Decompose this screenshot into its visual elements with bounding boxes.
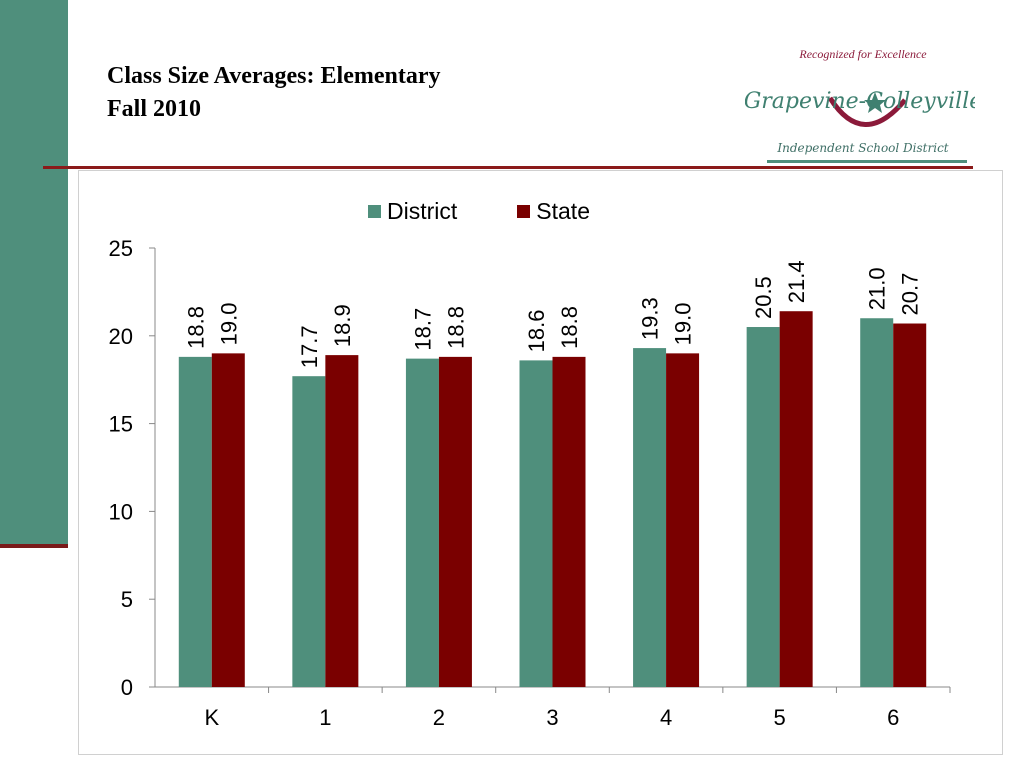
data-label-state: 19.0 <box>671 303 696 346</box>
data-label-district: 20.5 <box>751 276 776 319</box>
logo-tagline: Recognized for Excellence <box>798 47 927 61</box>
y-tick-label: 10 <box>109 499 133 524</box>
legend-item-state: State <box>517 198 590 225</box>
bar-state <box>666 353 700 687</box>
legend-item-district: District <box>368 198 457 225</box>
x-tick-label: 3 <box>546 705 558 730</box>
data-label-district: 18.7 <box>410 308 435 351</box>
side-accent-rule <box>0 544 68 548</box>
data-label-state: 18.8 <box>443 306 468 349</box>
data-label-district: 21.0 <box>865 267 890 310</box>
data-label-state: 18.8 <box>557 306 582 349</box>
data-label-district: 17.7 <box>297 325 322 368</box>
y-tick-label: 20 <box>109 324 133 349</box>
legend-label-district: District <box>387 198 458 224</box>
bar-state <box>779 311 813 687</box>
bar-district <box>405 358 439 687</box>
logo-subtitle: Independent School District <box>776 141 948 155</box>
legend-swatch-district <box>368 205 381 218</box>
logo-swoosh <box>827 96 907 127</box>
side-accent-bar <box>0 0 68 545</box>
logo-swoosh-inner <box>836 99 899 122</box>
data-label-district: 19.3 <box>638 297 663 340</box>
bar-district <box>292 376 326 687</box>
y-tick-label: 15 <box>109 412 133 437</box>
district-logo: Recognized for Excellence Grapevine-Coll… <box>745 47 975 163</box>
bar-state <box>211 353 245 687</box>
y-tick-label: 5 <box>121 587 133 612</box>
data-label-district: 18.8 <box>183 306 208 349</box>
x-tick-label: 4 <box>660 705 672 730</box>
bar-state <box>893 323 927 687</box>
bar-state <box>438 356 472 687</box>
logo-name: Grapevine-Colleyville <box>745 89 975 114</box>
bar-district <box>633 348 667 687</box>
x-tick-label: 5 <box>774 705 786 730</box>
data-label-district: 18.6 <box>524 310 549 353</box>
x-tick-label: K <box>204 705 219 730</box>
data-label-state: 20.7 <box>898 273 923 316</box>
bar-state <box>325 355 359 687</box>
bar-district <box>519 360 553 687</box>
star-icon <box>864 92 886 113</box>
data-label-state: 21.4 <box>784 260 809 303</box>
x-tick-label: 2 <box>433 705 445 730</box>
bar-district <box>746 327 780 687</box>
bar-district <box>178 356 212 687</box>
bar-state <box>552 356 586 687</box>
y-tick-label: 0 <box>121 675 133 700</box>
data-label-state: 18.9 <box>330 304 355 347</box>
legend-label-state: State <box>536 198 590 224</box>
header-rule <box>43 166 973 169</box>
chart-legend: District State <box>368 198 590 225</box>
data-label-state: 19.0 <box>216 303 241 346</box>
slide-title-line-2: Fall 2010 <box>107 96 201 122</box>
x-tick-label: 6 <box>887 705 899 730</box>
slide-title-line-1: Class Size Averages: Elementary <box>107 63 441 89</box>
y-tick-label: 25 <box>109 236 133 261</box>
x-tick-label: 1 <box>319 705 331 730</box>
slide-title: Class Size Averages: Elementary Fall 201… <box>107 60 440 126</box>
legend-swatch-state <box>517 205 531 218</box>
logo-underline <box>767 160 967 163</box>
bar-district <box>860 318 894 687</box>
